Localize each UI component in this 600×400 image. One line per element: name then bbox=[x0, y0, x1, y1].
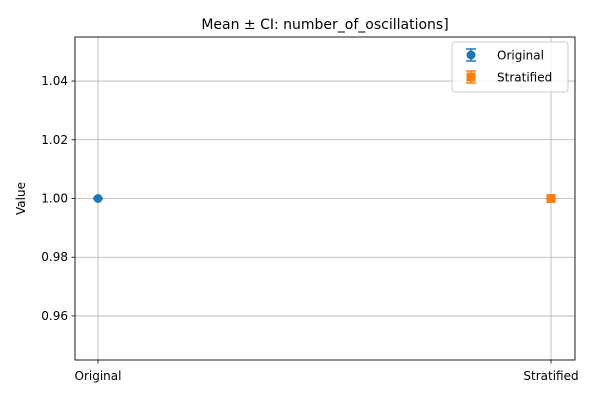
data-markers bbox=[93, 194, 556, 203]
y-tick-label: 1.02 bbox=[41, 133, 68, 147]
y-tick-label: 1.00 bbox=[41, 192, 68, 206]
legend-label-stratified: Stratified bbox=[497, 71, 552, 85]
legend-label-original: Original bbox=[497, 49, 544, 63]
y-tick-label: 0.96 bbox=[41, 309, 68, 323]
x-tick-label: Stratified bbox=[523, 369, 578, 383]
y-tick-label: 1.04 bbox=[41, 74, 68, 88]
axis-ticks: 0.96 0.98 1.00 1.02 1.04 Original Stratified bbox=[41, 74, 578, 383]
legend-frame bbox=[451, 41, 569, 93]
chart-title: Mean ± CI: number_of_oscillations] bbox=[201, 17, 448, 33]
y-tick-label: 0.98 bbox=[41, 250, 68, 264]
data-point-original bbox=[93, 194, 103, 203]
legend-marker-stratified bbox=[466, 72, 476, 82]
legend: Original Stratified bbox=[451, 41, 569, 93]
x-tick-label: Original bbox=[75, 369, 122, 383]
legend-marker-original bbox=[466, 50, 476, 60]
legend-entries: Original Stratified bbox=[466, 48, 552, 85]
data-point-stratified bbox=[546, 194, 556, 203]
y-axis-label: Value bbox=[14, 182, 28, 215]
